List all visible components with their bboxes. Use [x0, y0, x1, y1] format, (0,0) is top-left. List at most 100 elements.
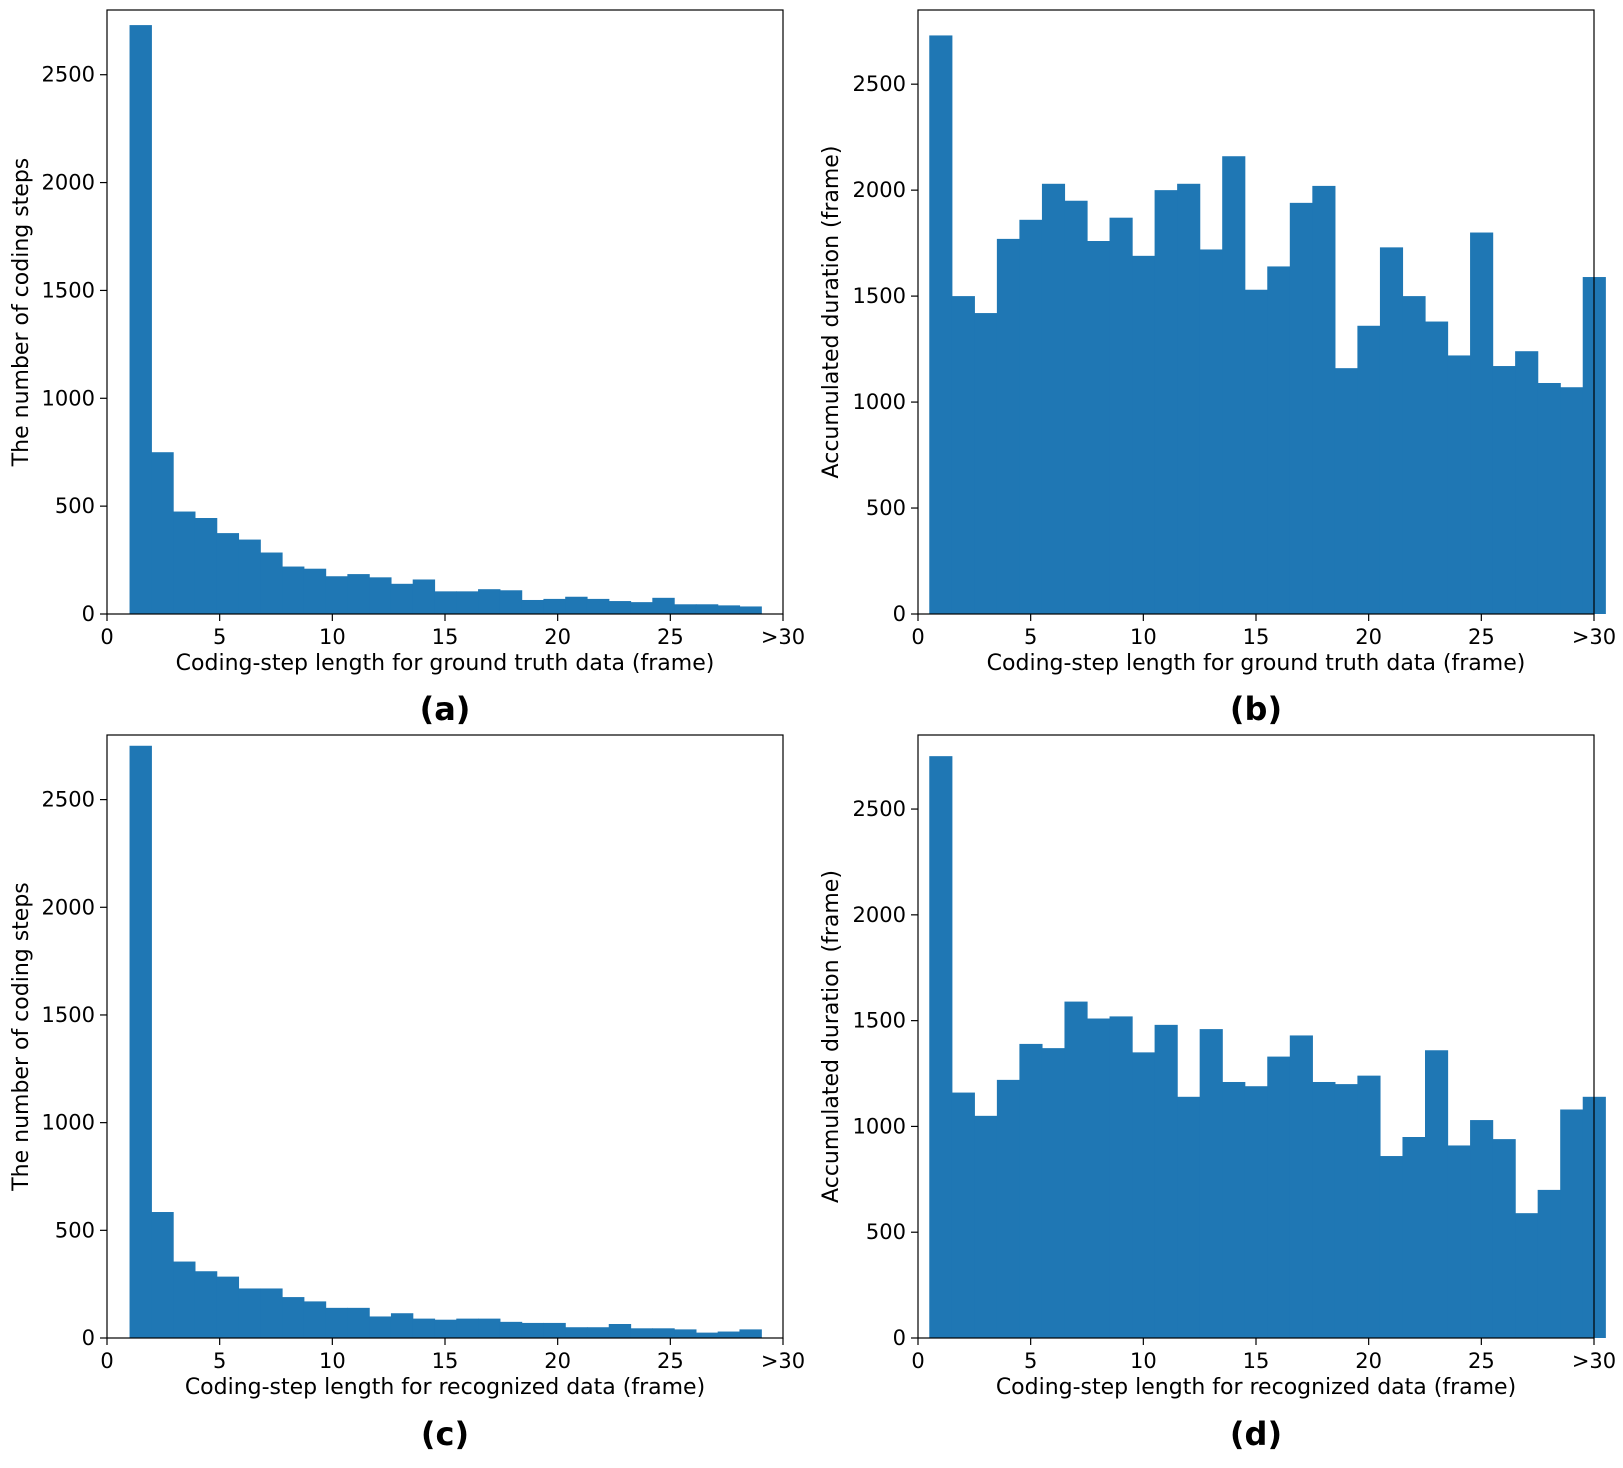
- x-axis-label: Coding-step length for ground truth data…: [987, 651, 1526, 676]
- histogram-bar: [478, 1318, 501, 1338]
- y-tick-label: 2000: [42, 171, 95, 195]
- y-tick-label: 2500: [42, 788, 95, 812]
- histogram-bar: [216, 1276, 240, 1338]
- histogram-bar: [390, 583, 414, 614]
- x-tick-label: 25: [1468, 1349, 1495, 1373]
- histogram-bar: [434, 591, 457, 614]
- histogram-bar: [929, 35, 953, 614]
- histogram-bar: [1492, 366, 1516, 614]
- histogram-bar: [1425, 1050, 1449, 1338]
- histogram-bar: [303, 1301, 327, 1338]
- y-tick-label: 500: [55, 1218, 95, 1242]
- histogram-bar: [974, 1115, 998, 1338]
- histogram-bar: [543, 598, 566, 614]
- histogram-bar: [974, 313, 998, 614]
- histogram-bar: [347, 574, 370, 614]
- histogram-bar: [1132, 1052, 1156, 1338]
- histogram-bar: [238, 1288, 261, 1338]
- x-tick-label: 20: [544, 1349, 571, 1373]
- x-tick-label: 0: [100, 625, 113, 649]
- histogram-bar: [1289, 1035, 1313, 1338]
- y-tick-label: 0: [893, 1326, 906, 1350]
- histogram-bar: [1560, 387, 1584, 614]
- histogram-bar: [1132, 255, 1156, 614]
- histogram-bar: [1267, 1056, 1291, 1338]
- histogram-bar: [456, 591, 479, 614]
- histogram-bar: [739, 1329, 762, 1338]
- histogram-bar: [390, 1313, 414, 1338]
- histogram-bar: [1425, 321, 1449, 614]
- y-axis-label: Accumulated duration (frame): [819, 146, 844, 479]
- y-tick-label: 1000: [853, 390, 906, 414]
- histogram-bar: [260, 1288, 283, 1338]
- histogram-bar: [1019, 1043, 1043, 1338]
- histogram-bar: [1109, 1016, 1133, 1338]
- histogram-bar: [608, 1324, 632, 1338]
- y-tick-label: 1500: [42, 278, 95, 302]
- histogram-bar: [282, 1297, 305, 1338]
- histogram-bar: [456, 1318, 479, 1338]
- histogram-bar: [1109, 217, 1133, 614]
- histogram-bar: [695, 1332, 719, 1338]
- histogram-bar: [521, 599, 545, 614]
- histogram-bar: [586, 598, 610, 614]
- histogram-bar: [173, 511, 196, 614]
- histogram-bar: [1379, 247, 1404, 615]
- histogram-bar: [1447, 355, 1471, 614]
- histogram-bar: [1312, 185, 1336, 615]
- y-tick-label: 500: [866, 1220, 906, 1244]
- histogram-bar: [478, 589, 501, 614]
- x-axis-label: Coding-step length for ground truth data…: [176, 651, 715, 676]
- y-tick-label: 2500: [42, 63, 95, 87]
- histogram-bar: [1177, 1096, 1201, 1338]
- histogram-bar: [1402, 1137, 1426, 1338]
- histogram-bar: [1041, 183, 1066, 614]
- histogram-bar: [1312, 1081, 1336, 1338]
- histogram-bar: [1560, 1109, 1584, 1338]
- histogram-bar: [1041, 1048, 1066, 1338]
- panel-label: (a): [420, 690, 471, 728]
- histogram-bar: [1199, 1029, 1223, 1338]
- y-tick-label: 2000: [853, 178, 906, 202]
- histogram-bar: [151, 452, 174, 614]
- x-tick-label: 10: [1130, 1349, 1157, 1373]
- x-tick-label: >30: [761, 625, 805, 649]
- histogram-bar: [630, 602, 653, 614]
- panel-c: 0 5 10 15 20 25 >30 0 500 1000 1500 2000 2500 Coding-…: [9, 734, 805, 1453]
- x-tick-label: 10: [319, 625, 346, 649]
- histogram-bar: [652, 597, 675, 614]
- y-tick-label: 0: [82, 1326, 95, 1350]
- y-axis-label: Accumulated duration (frame): [819, 870, 844, 1203]
- histogram-bar: [434, 1319, 457, 1338]
- histogram-bar: [151, 1212, 174, 1338]
- histogram-bar: [1154, 1024, 1178, 1338]
- histogram-bar: [499, 1321, 523, 1338]
- histogram-bar: [1492, 1139, 1516, 1338]
- histogram-bar: [412, 1318, 436, 1338]
- histogram-bar: [674, 1329, 697, 1338]
- histogram-bar: [1515, 1213, 1539, 1338]
- histogram-bar: [674, 604, 697, 614]
- histogram-bar: [238, 539, 261, 614]
- panel-label: (b): [1230, 690, 1282, 728]
- histogram-bar: [1064, 200, 1088, 614]
- histogram-bar: [565, 1327, 588, 1338]
- histogram-bar: [1244, 289, 1268, 614]
- y-tick-label: 500: [866, 496, 906, 520]
- histogram-bar: [717, 605, 741, 614]
- histogram-bar: [951, 296, 975, 614]
- histogram-bar: [1470, 232, 1494, 615]
- x-tick-label: 0: [100, 1349, 113, 1373]
- histogram-bar: [325, 576, 348, 614]
- histogram-bar: [260, 552, 283, 614]
- x-tick-label: 0: [911, 625, 924, 649]
- histogram-bar: [1154, 190, 1178, 614]
- x-tick-label: 5: [1024, 1349, 1037, 1373]
- y-tick-label: 0: [893, 602, 906, 626]
- y-axis-label: The number of coding steps: [9, 882, 34, 1192]
- histogram-bar: [194, 1271, 218, 1338]
- x-tick-label: 20: [1355, 625, 1382, 649]
- histogram-bar: [194, 518, 218, 614]
- histogram-bar: [929, 756, 953, 1338]
